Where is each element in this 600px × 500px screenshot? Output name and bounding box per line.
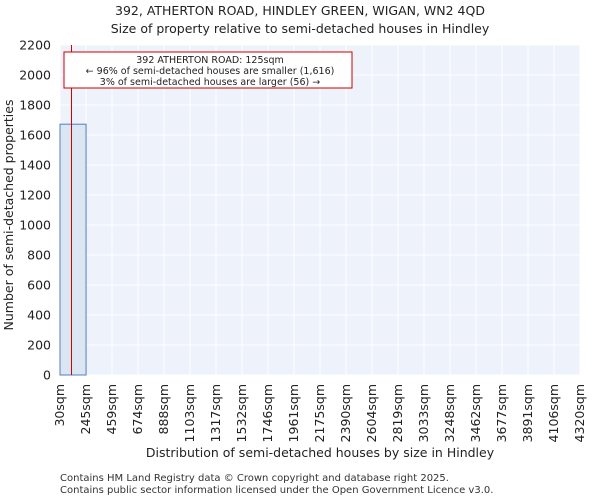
gridlines: [59, 44, 581, 376]
x-tick-label: 4106sqm: [546, 384, 561, 442]
x-tick-label: 3248sqm: [442, 384, 457, 442]
x-tick-label: 1103sqm: [182, 384, 197, 442]
x-axis-label: Distribution of semi-detached houses by …: [146, 445, 495, 460]
x-tick-label: 2390sqm: [338, 384, 353, 442]
bars: [59, 123, 87, 376]
x-tick-label: 1961sqm: [286, 384, 301, 442]
x-axis-ticks: 30sqm 245sqm 459sqm 674sqm 888sqm 1103sqm 1317…: [52, 384, 587, 442]
x-tick-label: 3462sqm: [468, 384, 483, 442]
chart-subtitle: Size of property relative to semi-detach…: [110, 21, 490, 36]
y-tick-label: 1200: [19, 188, 51, 203]
y-tick-label: 600: [27, 278, 51, 293]
x-tick-label: 888sqm: [156, 384, 171, 434]
y-tick-label: 1000: [19, 218, 51, 233]
x-tick-label: 30sqm: [52, 384, 67, 427]
x-tick-label: 1532sqm: [234, 384, 249, 442]
annotation-line-1: 392 ATHERTON ROAD: 125sqm: [136, 55, 284, 66]
annotation-box: 392 ATHERTON ROAD: 125sqm ← 96% of semi-…: [63, 51, 353, 89]
y-tick-label: 2200: [19, 38, 51, 53]
x-tick-label: 674sqm: [130, 384, 145, 434]
x-tick-label: 459sqm: [104, 384, 119, 434]
y-tick-label: 200: [27, 338, 51, 353]
y-axis-label: Number of semi-detached properties: [1, 100, 16, 331]
x-tick-label: 2175sqm: [312, 384, 327, 442]
y-tick-label: 1800: [19, 98, 51, 113]
y-tick-label: 1400: [19, 158, 51, 173]
x-tick-label: 3891sqm: [520, 384, 535, 442]
x-tick-label: 1317sqm: [208, 384, 223, 442]
histogram-bar: [59, 123, 87, 376]
annotation-line-3: 3% of semi-detached houses are larger (5…: [100, 77, 320, 88]
y-tick-label: 2000: [19, 68, 51, 83]
x-tick-label: 1746sqm: [260, 384, 275, 442]
x-tick-label: 3033sqm: [416, 384, 431, 442]
annotation-line-2: ← 96% of semi-detached houses are smalle…: [86, 66, 335, 77]
y-axis-ticks: 0 200 400 600 800 1000 1200 1400 1600 1800 2000 220…: [19, 38, 51, 383]
y-tick-label: 800: [27, 248, 51, 263]
x-tick-label: 2604sqm: [364, 384, 379, 442]
y-tick-label: 0: [43, 368, 51, 383]
y-tick-label: 1600: [19, 128, 51, 143]
x-tick-label: 3677sqm: [494, 384, 509, 442]
footer-copyright: Contains HM Land Registry data © Crown c…: [60, 473, 449, 484]
annotation-frame: [63, 51, 353, 89]
x-tick-label: 4320sqm: [572, 384, 587, 442]
footer-licence: Contains public sector information licen…: [60, 485, 494, 496]
x-tick-label: 245sqm: [78, 384, 93, 434]
y-tick-label: 400: [27, 308, 51, 323]
x-tick-label: 2819sqm: [390, 384, 405, 442]
chart-title: 392, ATHERTON ROAD, HINDLEY GREEN, WIGAN…: [115, 3, 485, 18]
